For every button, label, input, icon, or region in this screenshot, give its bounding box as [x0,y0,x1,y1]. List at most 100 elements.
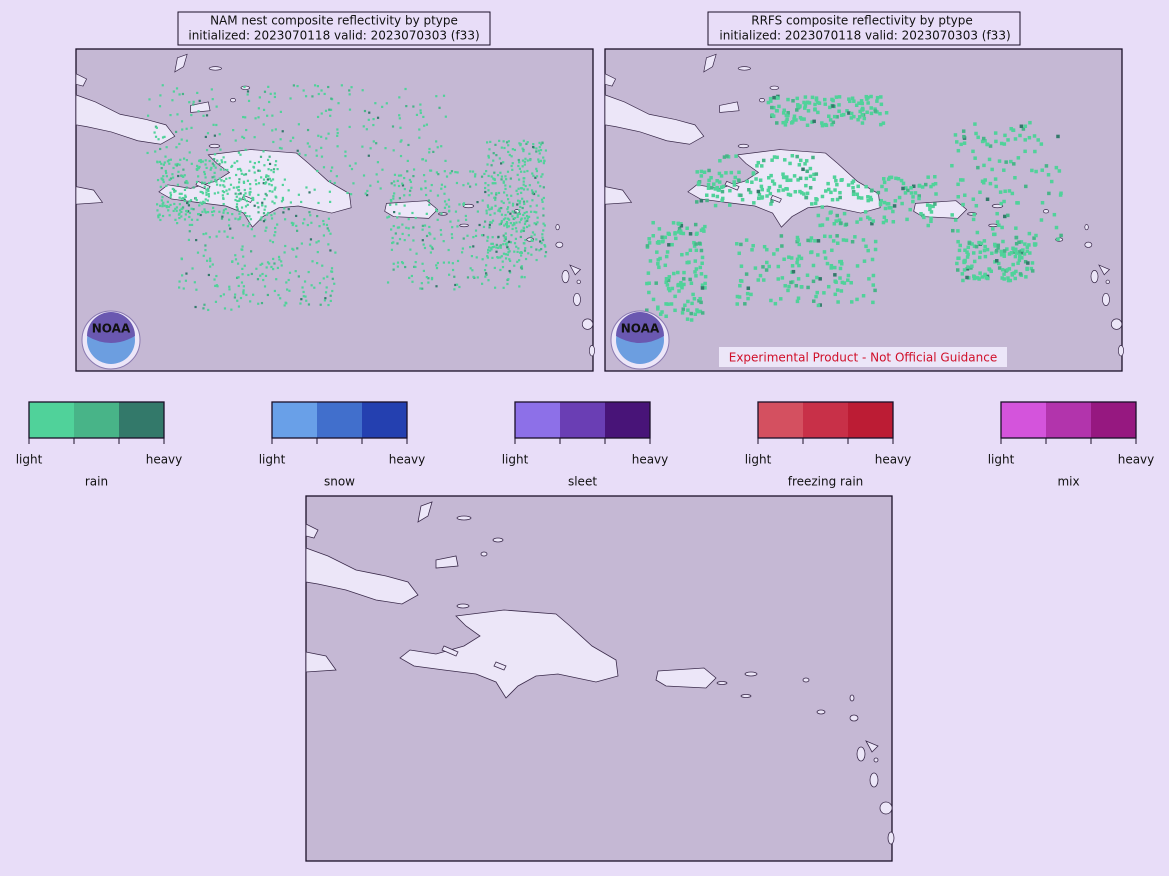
precip-cell [974,203,979,208]
precip-cell [411,280,414,283]
precip-cell [262,220,266,223]
precip-cell [539,240,542,243]
precip-cell [982,163,986,168]
precip-cell [236,207,239,210]
precip-cell [292,248,295,251]
precip-cell [514,211,517,214]
precip-cell [505,178,508,181]
precip-cell [511,202,515,205]
precip-cell [796,296,801,300]
precip-cell [315,149,318,152]
precip-cell [795,108,799,112]
precip-cell [421,224,424,227]
precip-cell [764,268,769,272]
precip-cell [739,242,743,247]
precip-cell [531,192,535,195]
precip-cell [1017,250,1022,254]
precip-cell [541,173,544,176]
precip-cell [263,285,267,288]
precip-cell [218,162,221,166]
precip-cell [268,162,272,166]
precip-cell [647,290,651,295]
precip-cell [666,302,670,306]
precip-cell [1027,243,1031,247]
precip-cell [802,192,806,196]
precip-cell [455,283,459,286]
precip-cell [682,282,686,287]
precip-cell [1007,252,1012,256]
precip-cell [831,104,835,108]
precip-cell [488,223,491,226]
precip-cell [158,105,162,108]
precip-cell [864,244,868,249]
precip-cell [996,243,1001,248]
precip-cell [262,108,266,112]
precip-cell [703,281,707,286]
color-swatch [362,402,407,438]
precip-cell [405,226,408,229]
precip-cell [755,164,759,168]
precip-cell [414,216,417,220]
precip-cell [392,195,395,198]
precip-cell [1008,278,1013,283]
precip-cell [203,173,206,176]
precip-cell [447,198,451,201]
precip-cell [218,133,221,136]
precip-cell [257,169,260,172]
precip-cell [835,197,840,202]
precip-cell [520,265,523,268]
precip-cell [682,270,686,275]
precip-cell [839,289,844,293]
precip-cell [336,134,339,137]
precip-cell [510,164,513,168]
precip-cell [212,210,216,213]
colorbar-frame [757,401,894,439]
precip-cell [372,140,375,143]
precip-cell [430,278,434,281]
precip-cell [516,173,519,176]
precip-cell [207,189,210,193]
precip-cell [456,259,460,263]
precip-cell [1022,252,1027,256]
precip-cell [520,276,523,279]
precip-cell [196,167,199,170]
precip-cell [415,113,419,117]
precip-cell [211,98,214,101]
precip-cell [424,180,427,183]
precip-cell [219,148,222,151]
precip-cell [419,109,422,112]
precip-cell [834,179,838,183]
precip-cell [957,248,962,253]
precip-cell [270,214,273,217]
precip-cell [695,200,699,204]
precip-cell [970,264,974,269]
precip-cell [826,284,831,289]
precip-cell [526,188,529,191]
precip-cell [534,190,537,193]
precip-cell [273,95,277,99]
precip-cell [262,123,265,126]
precip-cell [184,195,187,198]
precip-cell [304,154,307,157]
precip-cell [241,245,244,248]
precip-cell [793,189,798,194]
precip-cell [921,213,925,218]
precip-cell [845,109,849,113]
precip-cell [252,165,255,169]
precip-cell [260,216,263,219]
precip-cell [237,218,240,221]
precip-cell [765,260,769,265]
precip-cell [792,114,797,118]
precip-cell [825,261,830,266]
precip-cell [866,198,870,203]
precip-cell [795,235,800,240]
precip-cell [519,230,523,233]
precip-cell [797,263,801,268]
precip-cell [827,114,831,118]
precip-cell [1010,273,1015,277]
precip-cell [215,274,218,278]
precip-cell [869,94,873,99]
precip-cell [274,160,278,163]
precip-cell [699,228,704,233]
precip-cell [881,121,886,125]
